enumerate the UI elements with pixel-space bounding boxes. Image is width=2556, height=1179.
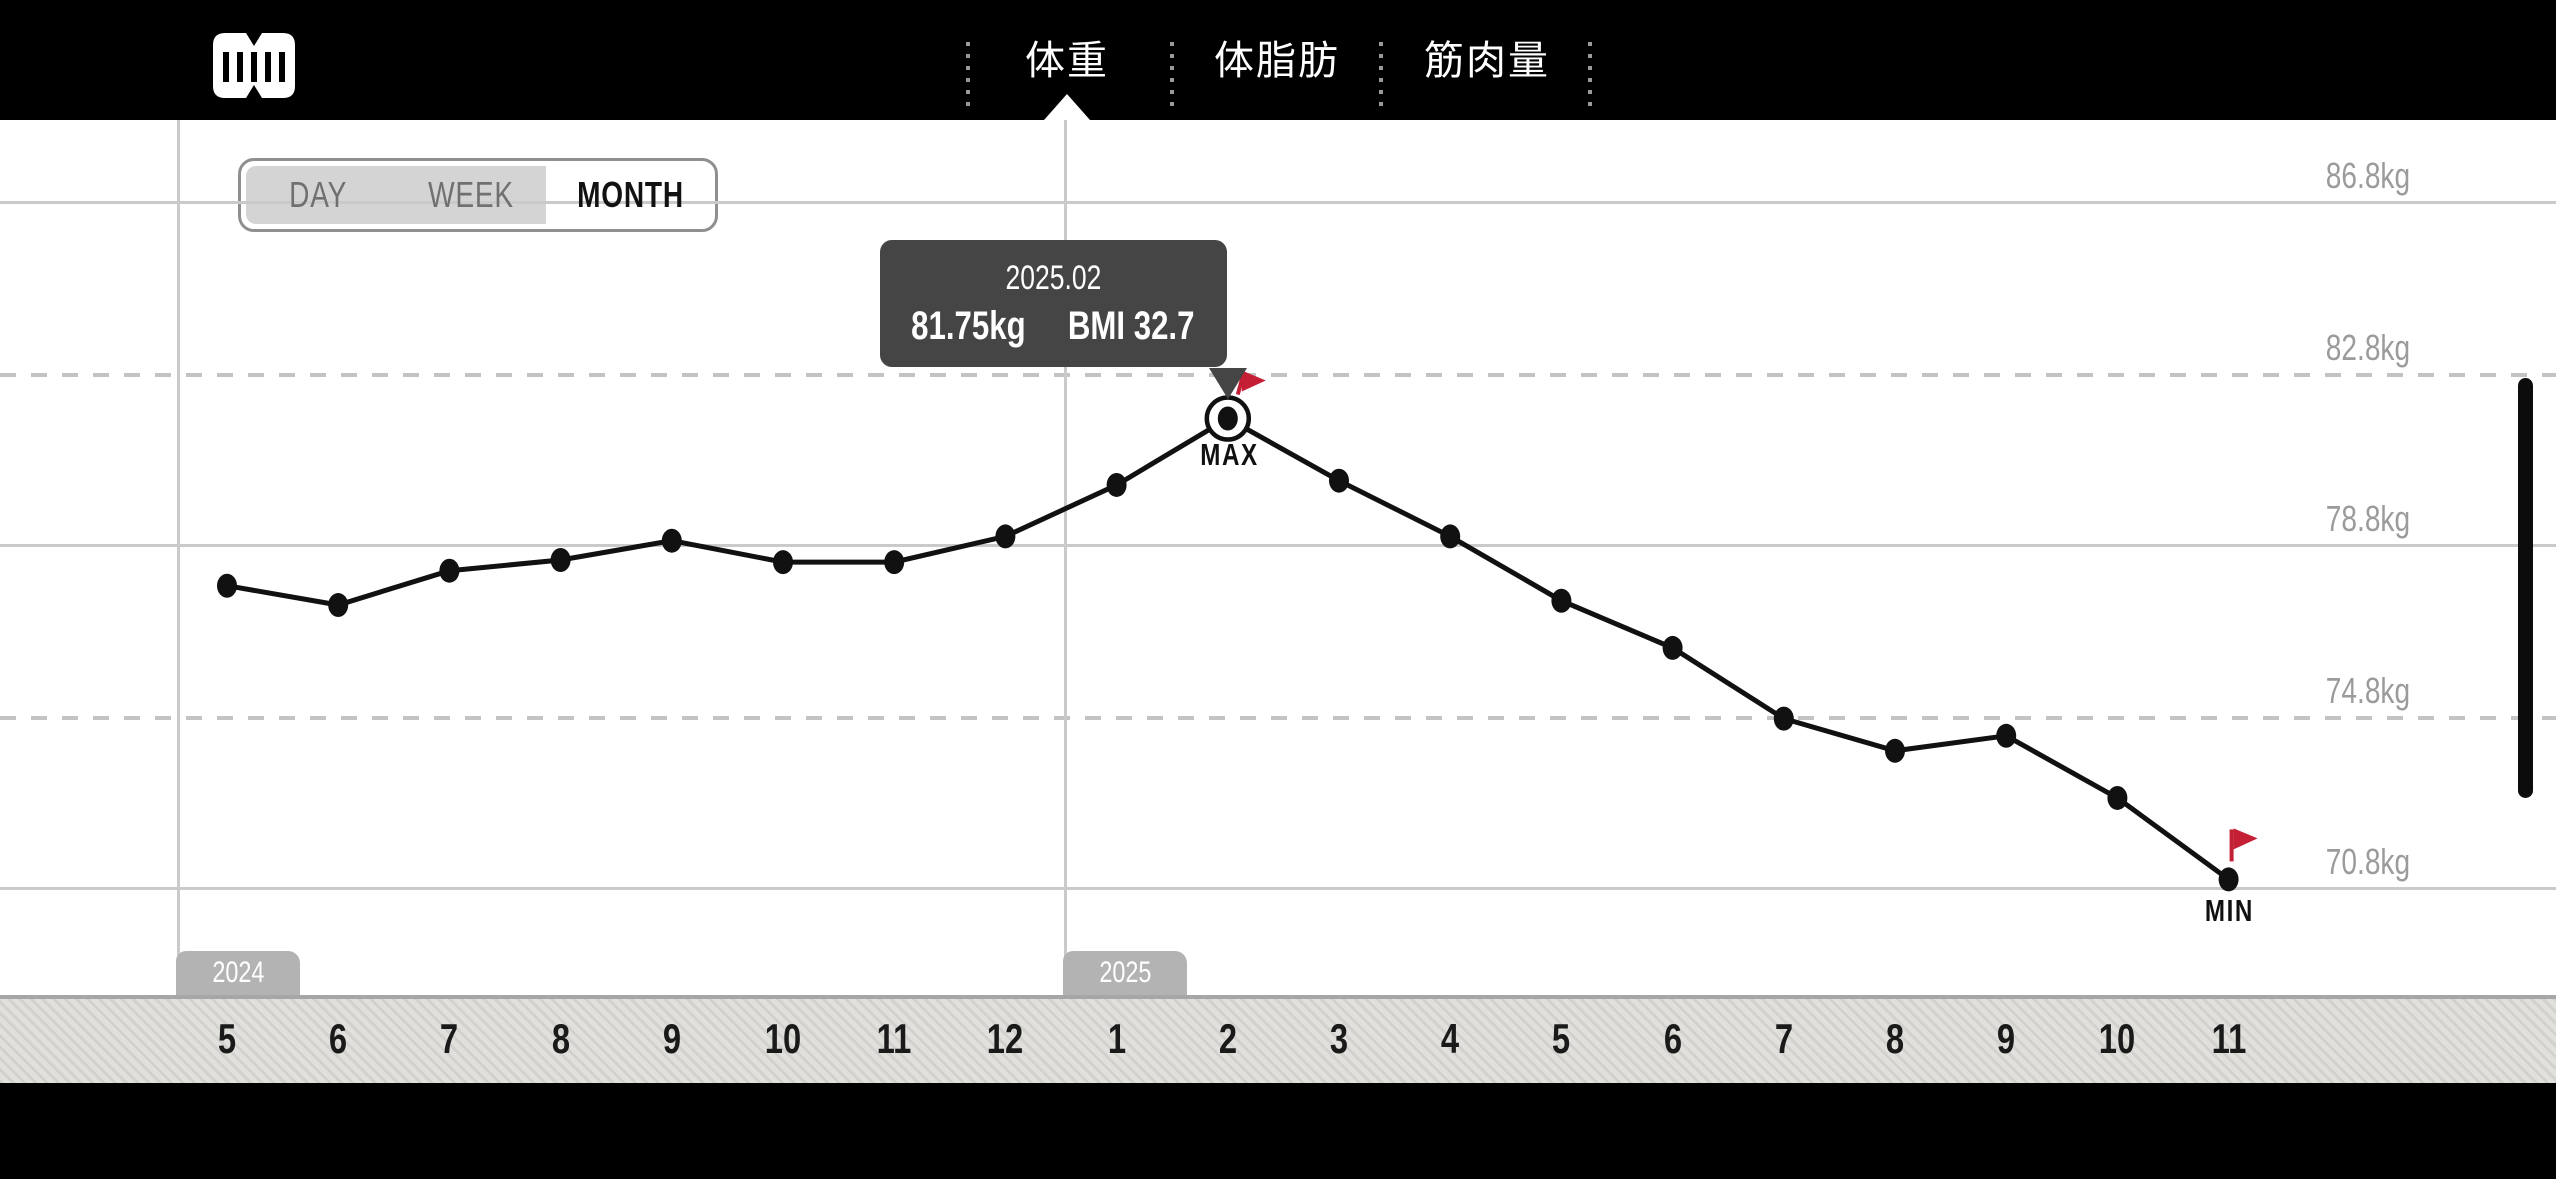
tooltip-pointer <box>1208 368 1247 399</box>
month-label: 10 <box>2099 1015 2136 1062</box>
x-axis-band <box>0 995 2556 1083</box>
month-label: 6 <box>1663 1015 1682 1062</box>
min-flag-icon <box>2233 828 2258 850</box>
gridline-86.8 <box>0 201 2556 204</box>
y-axis-label: 78.8kg <box>2325 498 2410 539</box>
year-boundary-gridline <box>1063 120 1067 995</box>
tooltip-weight-value: 81.75kg <box>911 303 1026 348</box>
max-flag-icon <box>1241 370 1266 392</box>
month-label: 7 <box>440 1015 459 1062</box>
gridline-70.8 <box>0 887 2556 890</box>
data-point-4[interactable] <box>661 528 682 553</box>
data-point-9[interactable] <box>1217 406 1238 431</box>
data-point-3[interactable] <box>550 548 571 573</box>
data-point-7[interactable] <box>995 524 1016 549</box>
data-point-5[interactable] <box>773 550 793 575</box>
month-label: 12 <box>987 1015 1024 1062</box>
y-axis-label: 86.8kg <box>2325 155 2410 196</box>
month-label: 11 <box>2211 1015 2246 1062</box>
gridline-78.8 <box>0 544 2556 547</box>
top-bar: 体重 体脂肪 筋肉量 <box>0 0 2556 120</box>
data-point-13[interactable] <box>1662 635 1683 660</box>
tab-weight[interactable]: 体重 <box>1025 39 1109 83</box>
gridline-74.8 <box>0 715 2556 720</box>
data-point-tooltip: 2025.02 81.75kg BMI 32.7 <box>880 240 1227 367</box>
gridline-82.8 <box>0 372 2556 377</box>
min-marker-label: MIN <box>2205 893 2255 929</box>
tooltip-bmi-value: BMI 32.7 <box>1067 303 1195 348</box>
tab-separator <box>1170 42 1174 106</box>
data-point-0[interactable] <box>217 573 237 598</box>
y-axis-label: 74.8kg <box>2325 669 2410 711</box>
bottom-bar: 2024.05 - 2025.11 <box>0 1083 2556 1179</box>
data-point-11[interactable] <box>1440 524 1461 549</box>
tab-separator <box>1379 42 1383 106</box>
range-month-button[interactable]: MONTH <box>576 174 684 215</box>
y-axis-label: 70.8kg <box>2325 841 2410 882</box>
tab-body-fat[interactable]: 体脂肪 <box>1214 39 1340 83</box>
data-point-12[interactable] <box>1551 588 1572 613</box>
range-toggle-options: DAY WEEK MONTH <box>238 158 718 232</box>
month-label: 8 <box>1885 1015 1905 1062</box>
month-label: 1 <box>1107 1015 1126 1062</box>
month-label: 8 <box>551 1015 570 1062</box>
range-day-button[interactable]: DAY <box>289 174 348 215</box>
data-point-6[interactable] <box>884 550 905 575</box>
app-logo-icon <box>213 33 295 98</box>
month-label: 7 <box>1774 1015 1793 1062</box>
month-label: 4 <box>1441 1015 1460 1062</box>
data-point-16[interactable] <box>1996 723 2017 748</box>
data-point-1[interactable] <box>328 593 349 618</box>
tooltip-date: 2025.02 <box>1005 258 1102 297</box>
month-label: 2 <box>1218 1015 1237 1062</box>
tab-muscle-mass[interactable]: 筋肉量 <box>1424 39 1550 83</box>
range-toggle <box>238 158 718 232</box>
range-week-button[interactable]: WEEK <box>427 174 514 215</box>
data-point-15[interactable] <box>1885 738 1905 763</box>
data-point-10[interactable] <box>1329 468 1349 493</box>
month-label: 6 <box>329 1015 348 1062</box>
month-label: 11 <box>876 1015 912 1062</box>
month-label: 10 <box>764 1015 802 1062</box>
tab-separator <box>1588 42 1592 106</box>
month-label: 3 <box>1329 1015 1349 1062</box>
month-label: 5 <box>217 1015 237 1062</box>
year-badge-2024: 2024 <box>176 951 300 995</box>
vertical-scrollbar-thumb[interactable] <box>2518 378 2533 798</box>
year-boundary-gridline <box>176 120 180 995</box>
tab-separator <box>966 42 970 106</box>
data-point-2[interactable] <box>439 558 460 583</box>
year-badge-2025: 2025 <box>1063 951 1187 995</box>
month-label: 9 <box>662 1015 681 1062</box>
weight-series-line <box>226 415 2231 882</box>
y-axis-label: 82.8kg <box>2325 326 2410 368</box>
data-point-18[interactable] <box>2218 867 2239 892</box>
data-point-17[interactable] <box>2107 785 2128 810</box>
active-tab-pointer <box>1044 94 1090 120</box>
data-point-8[interactable] <box>1106 472 1127 497</box>
month-label: 9 <box>1997 1015 2016 1062</box>
month-label: 5 <box>1552 1015 1571 1062</box>
max-marker-label: MAX <box>1200 436 1259 472</box>
range-toggle-inactive-bg <box>246 166 546 224</box>
data-point-14[interactable] <box>1773 706 1794 731</box>
